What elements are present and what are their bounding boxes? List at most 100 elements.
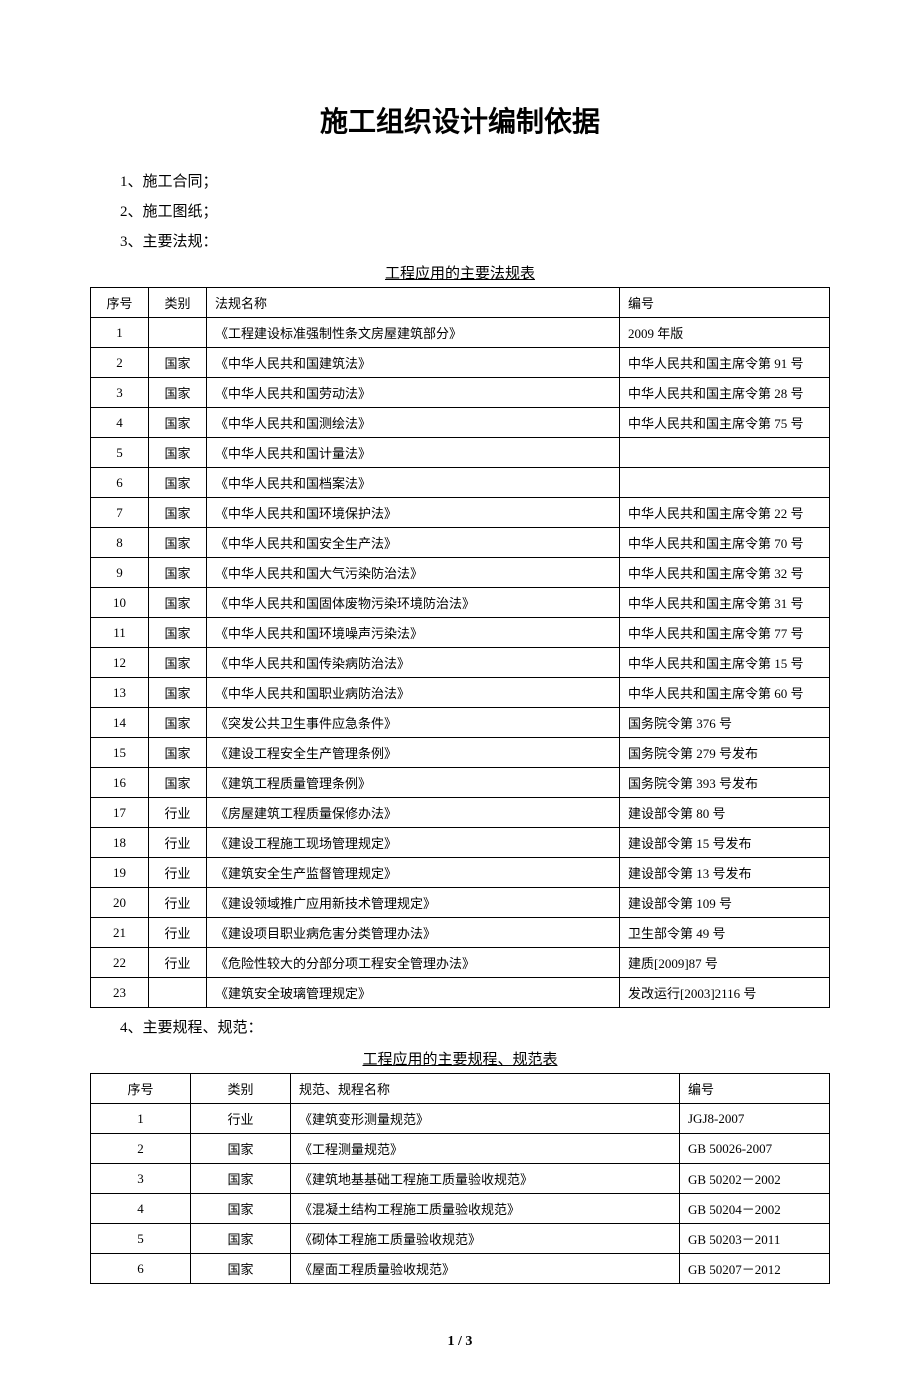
table1-cell: 《中华人民共和国职业病防治法》 [207, 678, 620, 708]
table1-cell: 《建筑安全生产监督管理规定》 [207, 858, 620, 888]
table1-cell: 15 [91, 738, 149, 768]
table1-cell: 5 [91, 438, 149, 468]
table1-cell: 国家 [149, 708, 207, 738]
table-row: 8国家《中华人民共和国安全生产法》中华人民共和国主席令第 70 号 [91, 528, 830, 558]
table1-cell: 中华人民共和国主席令第 28 号 [620, 378, 830, 408]
table2-cell: 4 [91, 1194, 191, 1224]
table2-caption: 工程应用的主要规程、规范表 [90, 1048, 830, 1069]
table-row: 3国家《建筑地基基础工程施工质量验收规范》GB 50202－2002 [91, 1164, 830, 1194]
table1-cell: 16 [91, 768, 149, 798]
table2-cell: 3 [91, 1164, 191, 1194]
table1-cell: 10 [91, 588, 149, 618]
table1-header-cell: 类别 [149, 288, 207, 318]
table1-cell: 《中华人民共和国环境保护法》 [207, 498, 620, 528]
table1-cell: 国家 [149, 378, 207, 408]
table1-cell: 7 [91, 498, 149, 528]
table-row: 1《工程建设标准强制性条文房屋建筑部分》2009 年版 [91, 318, 830, 348]
table2-header-cell: 序号 [91, 1074, 191, 1104]
table2-cell: 1 [91, 1104, 191, 1134]
table1-cell: 《中华人民共和国测绘法》 [207, 408, 620, 438]
table1-cell: 17 [91, 798, 149, 828]
table1-cell: 9 [91, 558, 149, 588]
table1-cell: 中华人民共和国主席令第 70 号 [620, 528, 830, 558]
table1-cell: 发改运行[2003]2116 号 [620, 978, 830, 1008]
table1-header-cell: 编号 [620, 288, 830, 318]
table1-cell: 《房屋建筑工程质量保修办法》 [207, 798, 620, 828]
table1-cell: 《中华人民共和国安全生产法》 [207, 528, 620, 558]
table-row: 2国家《工程测量规范》GB 50026-2007 [91, 1134, 830, 1164]
table2-cell: 6 [91, 1254, 191, 1284]
table1-cell: 中华人民共和国主席令第 77 号 [620, 618, 830, 648]
table1-cell: 19 [91, 858, 149, 888]
table1-cell: 国家 [149, 588, 207, 618]
table2-header-cell: 编号 [680, 1074, 830, 1104]
table2-cell: GB 50204－2002 [680, 1194, 830, 1224]
table1-cell: 行业 [149, 918, 207, 948]
table1-cell: 国家 [149, 558, 207, 588]
table1-cell: 卫生部令第 49 号 [620, 918, 830, 948]
table1-cell: 12 [91, 648, 149, 678]
table-row: 10国家《中华人民共和国固体废物污染环境防治法》中华人民共和国主席令第 31 号 [91, 588, 830, 618]
table1-cell [620, 468, 830, 498]
table-row: 2国家《中华人民共和国建筑法》中华人民共和国主席令第 91 号 [91, 348, 830, 378]
table1-cell: 《建设领域推广应用新技术管理规定》 [207, 888, 620, 918]
list-item-2: 2、施工图纸； [120, 200, 830, 224]
table2-cell: 《混凝土结构工程施工质量验收规范》 [291, 1194, 680, 1224]
table1-cell: 《建设工程安全生产管理条例》 [207, 738, 620, 768]
table-row: 4国家《混凝土结构工程施工质量验收规范》GB 50204－2002 [91, 1194, 830, 1224]
table2-cell: 《工程测量规范》 [291, 1134, 680, 1164]
table-row: 9国家《中华人民共和国大气污染防治法》中华人民共和国主席令第 32 号 [91, 558, 830, 588]
list-item-3: 3、主要法规： [120, 230, 830, 254]
table1-cell: 国家 [149, 648, 207, 678]
table1-cell: 21 [91, 918, 149, 948]
table1-cell [149, 318, 207, 348]
table2-cell: 《屋面工程质量验收规范》 [291, 1254, 680, 1284]
table1-cell: 国家 [149, 468, 207, 498]
table1-cell: 行业 [149, 948, 207, 978]
table-row: 11国家《中华人民共和国环境噪声污染法》中华人民共和国主席令第 77 号 [91, 618, 830, 648]
table-row: 6国家《屋面工程质量验收规范》GB 50207－2012 [91, 1254, 830, 1284]
table1-cell: 中华人民共和国主席令第 91 号 [620, 348, 830, 378]
page-number: 1 / 3 [90, 1334, 830, 1350]
table-row: 20行业《建设领域推广应用新技术管理规定》建设部令第 109 号 [91, 888, 830, 918]
table1-cell: 2009 年版 [620, 318, 830, 348]
table2-cell: 国家 [191, 1194, 291, 1224]
table1-header-cell: 序号 [91, 288, 149, 318]
standards-table: 序号类别规范、规程名称编号1行业《建筑变形测量规范》JGJ8-20072国家《工… [90, 1073, 830, 1284]
table1-cell: 22 [91, 948, 149, 978]
table1-caption: 工程应用的主要法规表 [90, 262, 830, 283]
table1-cell: 《中华人民共和国劳动法》 [207, 378, 620, 408]
table1-cell: 《建筑工程质量管理条例》 [207, 768, 620, 798]
table1-cell: 6 [91, 468, 149, 498]
table1-cell: 14 [91, 708, 149, 738]
table1-cell: 国家 [149, 348, 207, 378]
table2-cell: 5 [91, 1224, 191, 1254]
table1-cell: 行业 [149, 888, 207, 918]
table1-cell: 国家 [149, 738, 207, 768]
table2-cell: 国家 [191, 1254, 291, 1284]
table-row: 18行业《建设工程施工现场管理规定》建设部令第 15 号发布 [91, 828, 830, 858]
table1-cell: 23 [91, 978, 149, 1008]
table-row: 1行业《建筑变形测量规范》JGJ8-2007 [91, 1104, 830, 1134]
table2-header-cell: 规范、规程名称 [291, 1074, 680, 1104]
table2-cell: GB 50202－2002 [680, 1164, 830, 1194]
table-row: 15国家《建设工程安全生产管理条例》国务院令第 279 号发布 [91, 738, 830, 768]
regulations-table: 序号类别法规名称编号1《工程建设标准强制性条文房屋建筑部分》2009 年版2国家… [90, 287, 830, 1008]
table1-cell: 中华人民共和国主席令第 15 号 [620, 648, 830, 678]
table1-cell: 国务院令第 376 号 [620, 708, 830, 738]
table1-cell: 《危险性较大的分部分项工程安全管理办法》 [207, 948, 620, 978]
table1-header-cell: 法规名称 [207, 288, 620, 318]
table-row: 6国家《中华人民共和国档案法》 [91, 468, 830, 498]
table1-cell: 国家 [149, 618, 207, 648]
table2-header-cell: 类别 [191, 1074, 291, 1104]
table2-cell: 行业 [191, 1104, 291, 1134]
table1-cell: 国家 [149, 408, 207, 438]
list-item-1: 1、施工合同； [120, 170, 830, 194]
table1-cell: 《中华人民共和国档案法》 [207, 468, 620, 498]
table-row: 22行业《危险性较大的分部分项工程安全管理办法》建质[2009]87 号 [91, 948, 830, 978]
table2-cell: 《建筑地基基础工程施工质量验收规范》 [291, 1164, 680, 1194]
table1-cell: 国家 [149, 768, 207, 798]
table2-cell: 国家 [191, 1134, 291, 1164]
table1-cell: 中华人民共和国主席令第 60 号 [620, 678, 830, 708]
table1-cell: 《建筑安全玻璃管理规定》 [207, 978, 620, 1008]
